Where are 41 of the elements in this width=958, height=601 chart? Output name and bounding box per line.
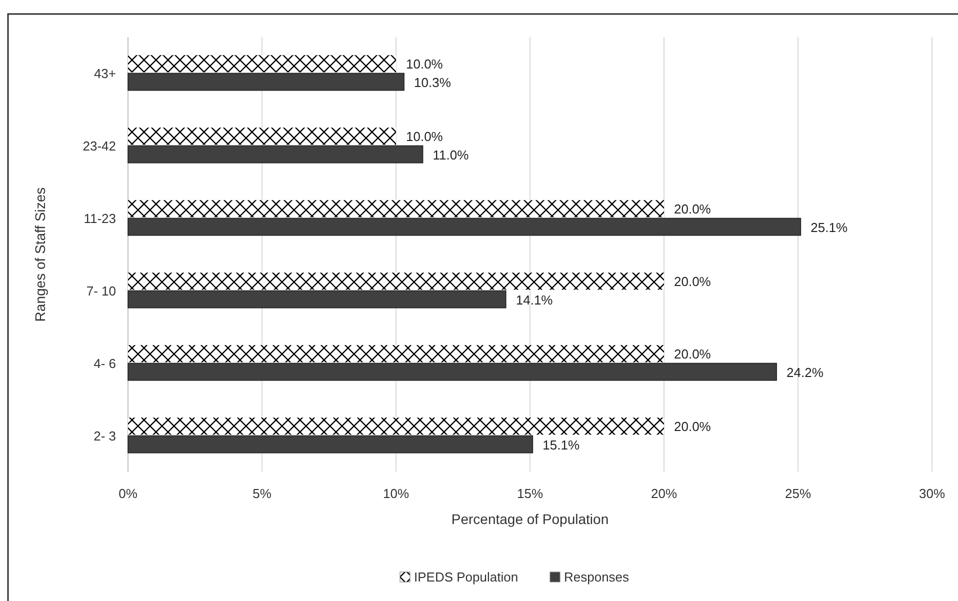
data-label: 20.0%: [674, 346, 712, 362]
bar: [128, 290, 506, 308]
y-axis-title: Ranges of Staff Sizes: [32, 187, 48, 322]
x-tick-label: 20%: [650, 486, 678, 501]
y-tick-label: 2- 3: [94, 428, 116, 444]
y-tick-label: 43+: [94, 66, 116, 81]
bar: [128, 345, 664, 362]
bar: [128, 200, 664, 218]
y-tick-label: 7- 10: [86, 283, 116, 298]
data-label: 11.0%: [432, 147, 470, 162]
x-tick-label: 15%: [516, 486, 544, 501]
data-label: 20.0%: [674, 274, 712, 290]
bar: [128, 128, 396, 145]
bar: [128, 145, 424, 164]
x-tick-label: 5%: [252, 486, 272, 501]
bar: [128, 272, 664, 290]
x-tick-label: 0%: [118, 486, 138, 501]
data-label: 10.3%: [414, 74, 452, 90]
y-tick-label: 4- 6: [94, 356, 116, 371]
data-label: 10.0%: [406, 129, 444, 144]
x-tick-label: 10%: [382, 486, 410, 501]
data-label: 24.2%: [786, 364, 824, 380]
bar: [128, 218, 802, 236]
x-tick-label: 25%: [784, 486, 812, 501]
legend-label: IPEDS Population: [414, 570, 518, 585]
data-label: 20.0%: [674, 419, 712, 434]
data-label: 25.1%: [810, 220, 848, 235]
bar: [128, 418, 664, 435]
bar: [128, 435, 534, 454]
data-label: 15.1%: [542, 437, 580, 452]
y-tick-label: 11-23: [84, 210, 116, 226]
x-axis-title: Percentage of Population: [451, 511, 609, 527]
x-tick-label: 30%: [918, 486, 946, 501]
bar: [128, 55, 396, 72]
data-label: 14.1%: [516, 292, 554, 308]
bar: [128, 72, 404, 91]
y-tick-label: 23-42: [82, 138, 116, 154]
data-label: 20.0%: [674, 202, 712, 217]
data-label: 10.0%: [406, 56, 444, 72]
legend-label: Responses: [564, 570, 630, 585]
bar: [128, 362, 777, 381]
